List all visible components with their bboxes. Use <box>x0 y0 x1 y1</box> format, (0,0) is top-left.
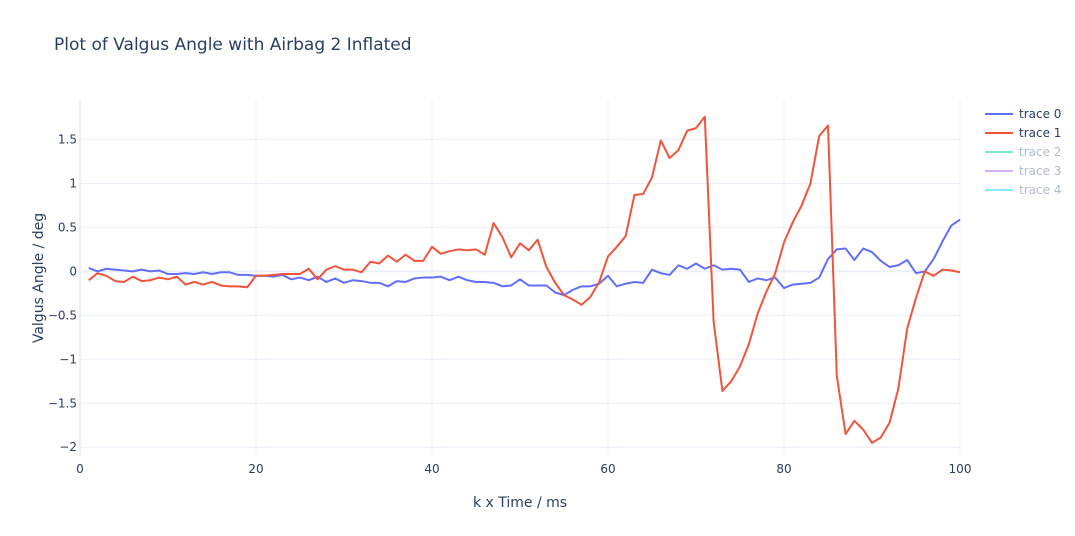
x-tick-label: 80 <box>776 462 791 476</box>
y-tick-label: −1.5 <box>48 396 77 410</box>
legend-item-trace-0[interactable]: trace 0 <box>985 107 1061 121</box>
axes: 0 20 40 60 80 100 −2 −1.5 −1 −0.5 0 0.5 1 1.5 <box>48 133 972 476</box>
series-line-trace-1 <box>88 115 961 444</box>
legend-item-trace-1[interactable]: trace 1 <box>985 126 1061 140</box>
series-line-trace-0 <box>88 218 961 297</box>
y-tick-label: −2 <box>59 440 77 454</box>
y-tick-label: 0.5 <box>58 220 77 234</box>
legend-label: trace 1 <box>1019 126 1061 140</box>
y-tick-label: 0 <box>69 264 77 278</box>
legend-label: trace 4 <box>1019 183 1061 197</box>
x-tick-label: 0 <box>76 462 84 476</box>
x-tick-label: 20 <box>248 462 263 476</box>
legend-label: trace 0 <box>1019 107 1061 121</box>
x-tick-label: 60 <box>600 462 615 476</box>
legend-item-trace-3[interactable]: trace 3 <box>985 164 1061 178</box>
y-tick-label: −1 <box>59 352 77 366</box>
legend-label: trace 2 <box>1019 145 1061 159</box>
legend[interactable]: trace 0 trace 1 trace 2 trace 3 trace 4 <box>985 107 1061 197</box>
legend-item-trace-2[interactable]: trace 2 <box>985 145 1061 159</box>
legend-label: trace 3 <box>1019 164 1061 178</box>
legend-item-trace-4[interactable]: trace 4 <box>985 183 1061 197</box>
y-tick-label: 1 <box>69 177 77 191</box>
x-tick-label: 100 <box>949 462 972 476</box>
chart-title: Plot of Valgus Angle with Airbag 2 Infla… <box>54 35 412 55</box>
y-tick-label: −0.5 <box>48 308 77 322</box>
x-axis-title: k x Time / ms <box>473 495 567 511</box>
y-axis-title: Valgus Angle / deg <box>31 213 47 343</box>
x-tick-label: 40 <box>424 462 439 476</box>
plot-area <box>88 115 961 444</box>
y-tick-label: 1.5 <box>58 133 77 147</box>
